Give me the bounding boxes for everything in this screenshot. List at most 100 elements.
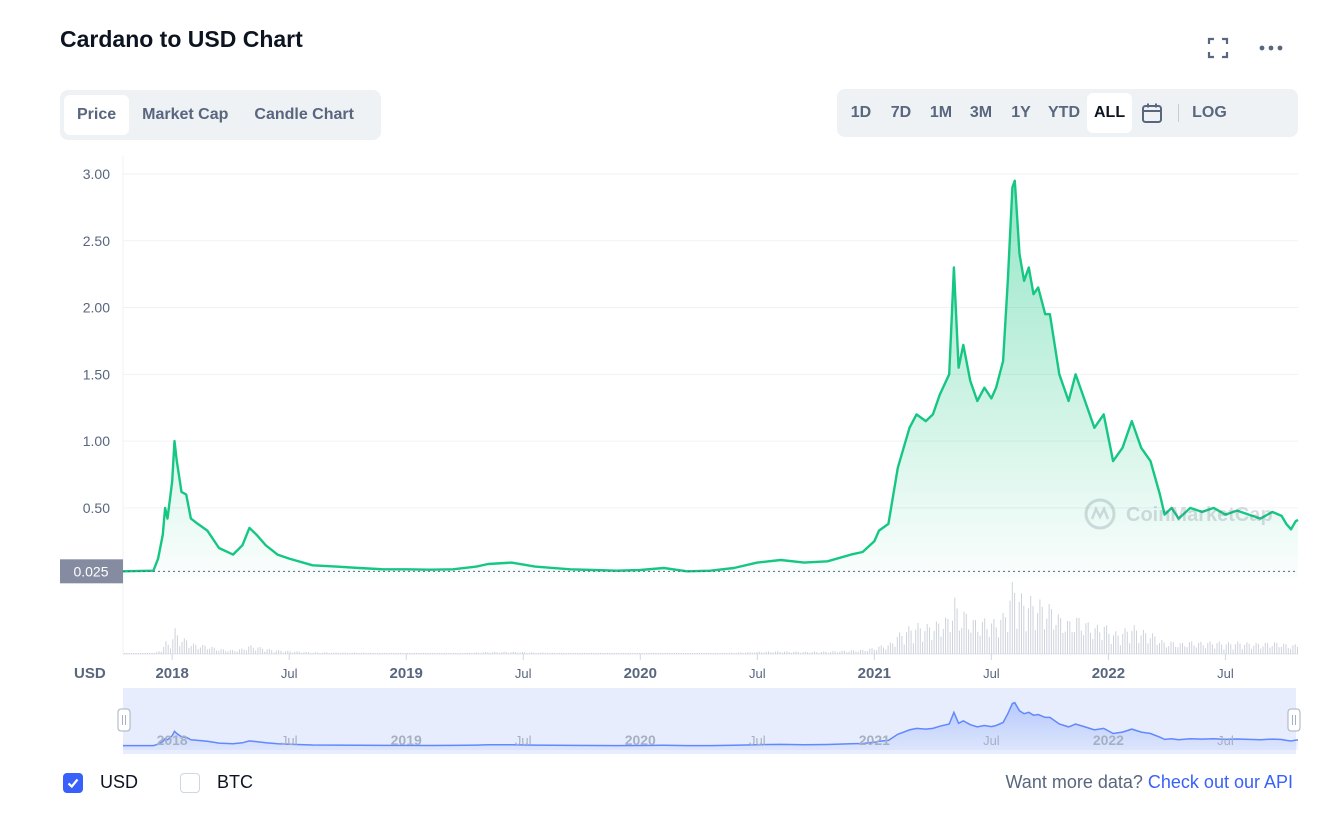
volume-bar [917, 622, 919, 654]
volume-bar [561, 652, 562, 654]
volume-bar [220, 649, 222, 654]
volume-bar [142, 653, 144, 654]
volume-bar [252, 647, 254, 654]
volume-bar [1110, 643, 1112, 654]
range-all[interactable]: ALL [1087, 93, 1133, 133]
volume-bar [1032, 606, 1034, 654]
navigator-tick-label: Jul [1217, 733, 1234, 748]
volume-bar [880, 645, 882, 654]
volume-bar [1237, 641, 1239, 654]
volume-bar [1253, 645, 1255, 654]
volume-bar [1223, 649, 1225, 654]
volume-bar [1280, 647, 1282, 654]
volume-bar [1018, 601, 1020, 654]
volume-bar [1073, 632, 1075, 654]
x-tick-label: Jul [281, 666, 298, 681]
volume-bar [832, 651, 834, 654]
x-tick-label: 2022 [1092, 665, 1125, 682]
volume-bar [328, 652, 330, 654]
api-link[interactable]: Check out our API [1147, 772, 1293, 792]
volume-bar [505, 652, 507, 654]
volume-bar [947, 618, 949, 654]
navigator-right-handle[interactable] [1287, 708, 1301, 732]
volume-bar [795, 651, 797, 654]
log-scale-toggle[interactable]: LOG [1192, 104, 1227, 121]
volume-bar [183, 638, 185, 654]
volume-bar [225, 651, 227, 654]
volume-bar [197, 649, 199, 654]
volume-bar [508, 652, 510, 654]
volume-bar [133, 653, 135, 654]
volume-bar [958, 630, 960, 654]
volume-bar [1140, 635, 1142, 654]
volume-bar [160, 651, 162, 654]
volume-bar [1021, 593, 1022, 654]
btc-checkbox[interactable]: BTC [180, 772, 253, 793]
volume-bar [1060, 618, 1062, 654]
volume-bar [202, 644, 204, 654]
volume-bar [423, 653, 424, 654]
volume-bar [1099, 632, 1101, 654]
range-1m[interactable]: 1M [929, 104, 953, 121]
volume-bar [1179, 643, 1181, 654]
volume-bar [772, 652, 774, 654]
navigator-left-handle[interactable] [117, 708, 131, 732]
volume-bar [377, 653, 378, 654]
volume-bar [1142, 629, 1144, 654]
range-ytd[interactable]: YTD [1048, 104, 1080, 121]
volume-bar [1009, 600, 1011, 654]
volume-bar [662, 652, 664, 654]
volume-bar [699, 653, 700, 654]
range-1y[interactable]: 1Y [1011, 104, 1031, 121]
fullscreen-icon[interactable] [1204, 34, 1232, 62]
navigator-tick-label: Jul [281, 733, 298, 748]
volume-bar [1290, 648, 1292, 654]
volume-bar [970, 632, 972, 654]
navigator-tick-label: 2022 [1093, 732, 1124, 748]
range-1d[interactable]: 1D [850, 104, 872, 121]
range-7d[interactable]: 7D [890, 104, 912, 121]
volume-bar [1228, 642, 1229, 654]
range-navigator[interactable]: 2018 Jul 2019 Jul 2020 Jul 2021 Jul 2022 Jul [117, 688, 1301, 754]
volume-bar [572, 653, 574, 654]
volume-bar [926, 624, 928, 654]
volume-bar [574, 653, 576, 654]
range-3m[interactable]: 3M [969, 104, 993, 121]
volume-bar [597, 653, 599, 654]
volume-bar [411, 653, 413, 654]
volume-bar [889, 642, 891, 654]
calendar-icon[interactable] [1132, 93, 1172, 133]
volume-bar [841, 650, 843, 654]
volume-bar [1255, 642, 1257, 654]
more-data-prompt: Want more data? [1005, 772, 1143, 792]
volume-bar [266, 649, 268, 654]
volume-bar [712, 653, 714, 654]
volume-bar [213, 647, 215, 654]
volume-bar [1177, 647, 1179, 654]
volume-bar [1027, 608, 1029, 654]
more-options-icon[interactable] [1257, 34, 1285, 62]
volume-bar [475, 652, 477, 654]
volume-bar [310, 652, 312, 654]
volume-bar [1129, 643, 1131, 654]
volume-bar [1041, 606, 1043, 654]
tab-price[interactable]: Price [64, 95, 130, 135]
volume-bar [896, 637, 898, 654]
volume-bar [400, 652, 401, 654]
volume-bar [774, 651, 776, 654]
volume-bar [317, 652, 319, 654]
volume-bar [915, 629, 917, 654]
volume-bar [901, 635, 903, 654]
volume-bar [779, 651, 781, 654]
tab-market-cap[interactable]: Market Cap [142, 106, 229, 123]
volume-bar [498, 653, 500, 654]
volume-bar [1170, 641, 1172, 654]
usd-checkbox[interactable]: USD [63, 772, 138, 793]
volume-bar [241, 648, 243, 654]
volume-bar [671, 653, 673, 654]
volume-bar [1108, 633, 1110, 654]
tab-candle-chart[interactable]: Candle Chart [254, 106, 354, 123]
price-area-fill [123, 180, 1298, 578]
volume-bar [245, 650, 247, 654]
